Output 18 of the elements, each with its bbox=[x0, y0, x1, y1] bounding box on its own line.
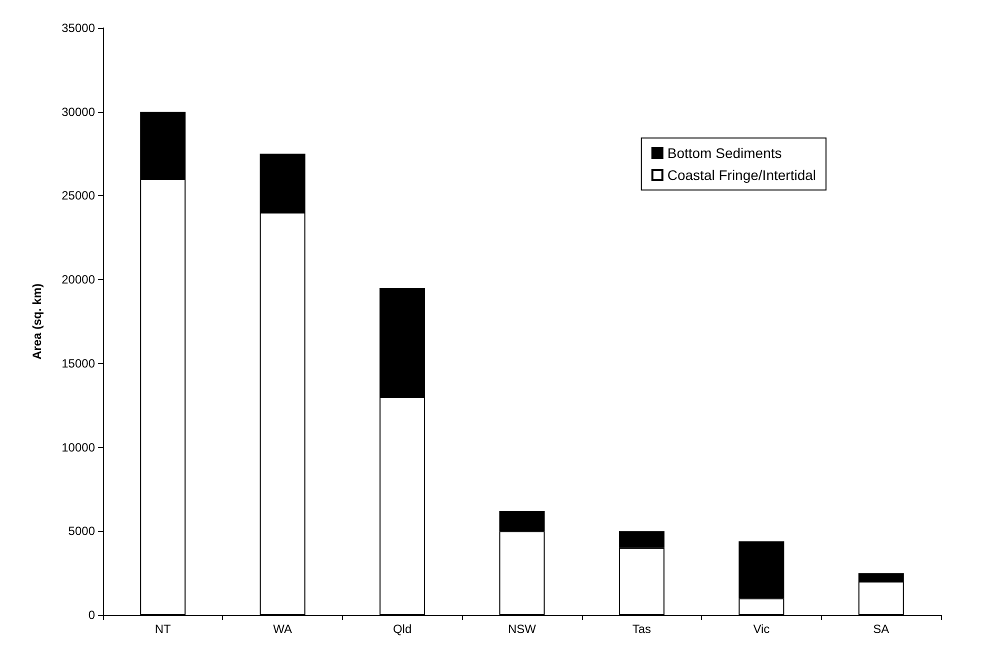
legend-label: Bottom Sediments bbox=[667, 145, 782, 161]
y-tick-label: 15000 bbox=[62, 356, 96, 370]
y-tick-label: 20000 bbox=[62, 272, 96, 287]
x-tick-label: SA bbox=[873, 622, 890, 636]
x-tick-label: Tas bbox=[632, 622, 652, 636]
y-tick-label: 25000 bbox=[62, 188, 96, 203]
y-tick-label: 0 bbox=[88, 608, 96, 622]
y-tick-label: 5000 bbox=[68, 524, 96, 538]
y-tick-label: 10000 bbox=[62, 440, 96, 454]
legend-label: Coastal Fringe/Intertidal bbox=[667, 167, 816, 183]
x-tick-label: NT bbox=[154, 622, 172, 636]
y-tick-label: 35000 bbox=[62, 21, 96, 35]
y-axis-title: Area (sq. km) bbox=[30, 283, 44, 360]
y-tick-label: 30000 bbox=[62, 104, 96, 119]
x-tick-label: Qld bbox=[392, 622, 412, 636]
x-tick-label: NSW bbox=[508, 622, 537, 636]
x-tick-label: Vic bbox=[753, 622, 770, 636]
x-tick-label: WA bbox=[273, 622, 292, 636]
